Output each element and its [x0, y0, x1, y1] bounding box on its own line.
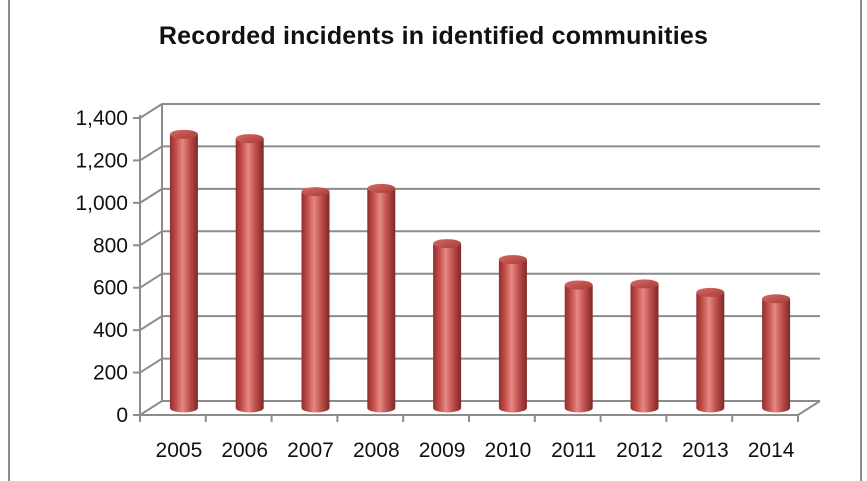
x-tick-label: 2008	[353, 439, 400, 462]
chart-border-right	[860, 0, 862, 481]
y-tick-label: 1,400	[75, 107, 128, 130]
side-wall-gridline	[139, 400, 163, 416]
side-wall-gridline	[139, 103, 163, 119]
y-tick-label: 0	[116, 404, 128, 427]
bar	[433, 243, 462, 413]
y-tick-label: 200	[93, 362, 128, 385]
bar-cap	[696, 287, 725, 297]
bar	[696, 292, 725, 413]
y-tick-label: 800	[93, 234, 128, 257]
x-tick-label: 2009	[419, 439, 466, 462]
x-tick-label: 2007	[287, 439, 334, 462]
bar	[235, 138, 264, 413]
y-tick-label: 1,200	[75, 149, 128, 172]
bar-cap	[433, 239, 462, 249]
x-tick-label: 2012	[616, 439, 663, 462]
bar-cap	[235, 134, 264, 144]
y-tick-label: 600	[93, 277, 128, 300]
bar	[301, 191, 330, 413]
x-tick-label: 2005	[156, 439, 203, 462]
bar-cap	[564, 280, 593, 290]
bar-cap	[169, 129, 198, 139]
bar-cap	[367, 183, 396, 193]
side-wall-gridline	[139, 188, 163, 204]
bar-cap	[498, 255, 527, 264]
x-tick-label: 2013	[682, 439, 729, 462]
side-wall-gridline	[139, 145, 163, 162]
side-wall-gridline	[139, 230, 163, 247]
x-tick-label: 2010	[485, 439, 532, 462]
bar-cap	[301, 187, 330, 197]
floor-right-edge	[797, 400, 821, 416]
bar	[498, 259, 527, 413]
x-tick-label: 2011	[551, 439, 596, 462]
chart-border-left	[8, 0, 10, 481]
bar	[564, 284, 593, 413]
bar-cap	[630, 279, 659, 289]
chart-title: Recorded incidents in identified communi…	[158, 22, 709, 50]
bar	[630, 283, 659, 413]
bar-cap	[762, 294, 791, 304]
y-tick-label: 1,000	[75, 192, 128, 215]
bar	[169, 134, 198, 413]
bar	[762, 298, 791, 413]
side-wall-gridline	[139, 315, 163, 331]
side-wall-gridline	[139, 272, 163, 289]
x-tick-label: 2014	[748, 439, 795, 462]
side-wall-gridline	[139, 357, 163, 374]
x-tick-label: 2006	[221, 439, 268, 462]
y-tick-label: 400	[93, 319, 128, 342]
bar	[367, 188, 396, 413]
